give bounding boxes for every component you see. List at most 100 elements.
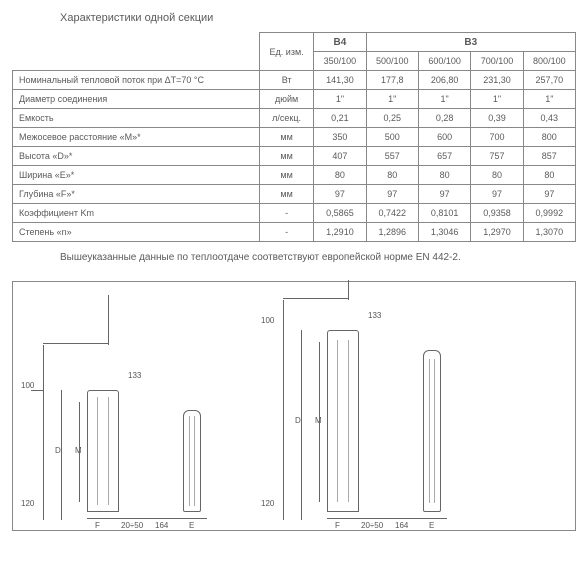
row-value: 80 bbox=[314, 166, 366, 185]
row-value: 206,80 bbox=[418, 71, 470, 90]
row-value: 0,28 bbox=[418, 109, 470, 128]
dim-100: 100 bbox=[21, 381, 34, 390]
dim-120: 120 bbox=[21, 499, 34, 508]
row-value: 231,30 bbox=[471, 71, 523, 90]
row-value: 1" bbox=[314, 90, 366, 109]
row-label: Диаметр соединения bbox=[13, 90, 260, 109]
row-value: 350 bbox=[314, 128, 366, 147]
diagram-panel: 100 133 120 D M F 20÷50 164 E 100 133 12… bbox=[12, 281, 576, 531]
footnote: Вышеуказанные данные по теплоотдаче соот… bbox=[60, 252, 576, 263]
table-row: Высота «D»*мм407557657757857 bbox=[13, 147, 576, 166]
dim-d-r: D bbox=[295, 416, 301, 425]
table-row: Диаметр соединениядюйм1"1"1"1"1" bbox=[13, 90, 576, 109]
row-label: Межосевое расстояние «M»* bbox=[13, 128, 260, 147]
size-header: 600/100 bbox=[418, 52, 470, 71]
row-value: 80 bbox=[523, 166, 575, 185]
model-b4: B4 bbox=[314, 33, 366, 52]
dim-e-r: E bbox=[429, 521, 434, 530]
row-value: 1,3070 bbox=[523, 223, 575, 242]
row-unit: мм bbox=[259, 166, 313, 185]
row-value: 1" bbox=[471, 90, 523, 109]
row-value: 97 bbox=[418, 185, 470, 204]
row-value: 0,21 bbox=[314, 109, 366, 128]
row-value: 1,3046 bbox=[418, 223, 470, 242]
row-unit: л/секц. bbox=[259, 109, 313, 128]
row-label: Коэффициент Km bbox=[13, 204, 260, 223]
row-value: 97 bbox=[471, 185, 523, 204]
row-value: 1" bbox=[418, 90, 470, 109]
dim-f-r: F bbox=[335, 521, 340, 530]
dim-120-r: 120 bbox=[261, 499, 274, 508]
row-label: Высота «D»* bbox=[13, 147, 260, 166]
row-value: 97 bbox=[523, 185, 575, 204]
size-header: 500/100 bbox=[366, 52, 418, 71]
row-value: 1" bbox=[366, 90, 418, 109]
row-value: 1,2910 bbox=[314, 223, 366, 242]
table-row: Межосевое расстояние «M»*мм3505006007008… bbox=[13, 128, 576, 147]
row-value: 177,8 bbox=[366, 71, 418, 90]
radiator-side-tall bbox=[423, 350, 441, 512]
table-row: Емкостьл/секц.0,210,250,280,390,43 bbox=[13, 109, 576, 128]
table-row: Коэффициент Km-0,58650,74220,81010,93580… bbox=[13, 204, 576, 223]
dim-133-r: 133 bbox=[368, 311, 381, 320]
row-value: 97 bbox=[366, 185, 418, 204]
row-value: 0,39 bbox=[471, 109, 523, 128]
dim-gap-r: 20÷50 bbox=[361, 521, 383, 530]
table-row: Степень «n»-1,29101,28961,30461,29701,30… bbox=[13, 223, 576, 242]
row-value: 80 bbox=[471, 166, 523, 185]
model-b3: B3 bbox=[366, 33, 575, 52]
row-value: 1,2896 bbox=[366, 223, 418, 242]
unit-header: Ед. изм. bbox=[259, 33, 313, 71]
row-value: 97 bbox=[314, 185, 366, 204]
row-value: 80 bbox=[366, 166, 418, 185]
row-value: 257,70 bbox=[523, 71, 575, 90]
dim-100-r: 100 bbox=[261, 316, 274, 325]
row-unit: - bbox=[259, 223, 313, 242]
row-value: 0,9992 bbox=[523, 204, 575, 223]
table-row: Номинальный тепловой поток при ΔT=70 °СВ… bbox=[13, 71, 576, 90]
dim-d: D bbox=[55, 446, 61, 455]
row-unit: мм bbox=[259, 147, 313, 166]
row-label: Ширина «E»* bbox=[13, 166, 260, 185]
radiator-side-short bbox=[183, 410, 201, 512]
radiator-front-short bbox=[87, 390, 119, 512]
row-unit: - bbox=[259, 204, 313, 223]
row-value: 0,5865 bbox=[314, 204, 366, 223]
size-header: 700/100 bbox=[471, 52, 523, 71]
row-value: 800 bbox=[523, 128, 575, 147]
row-value: 500 bbox=[366, 128, 418, 147]
dim-f: F bbox=[95, 521, 100, 530]
row-value: 757 bbox=[471, 147, 523, 166]
row-unit: мм bbox=[259, 128, 313, 147]
row-value: 141,30 bbox=[314, 71, 366, 90]
row-value: 407 bbox=[314, 147, 366, 166]
row-value: 700 bbox=[471, 128, 523, 147]
row-label: Степень «n» bbox=[13, 223, 260, 242]
spec-table: Ед. изм. B4 B3 350/100 500/100 600/100 7… bbox=[12, 32, 576, 242]
row-value: 0,7422 bbox=[366, 204, 418, 223]
row-label: Глубина «F»* bbox=[13, 185, 260, 204]
table-row: Ширина «E»*мм8080808080 bbox=[13, 166, 576, 185]
dim-gap: 20÷50 bbox=[121, 521, 143, 530]
section-title: Характеристики одной секции bbox=[60, 12, 576, 24]
row-unit: мм bbox=[259, 185, 313, 204]
size-header: 800/100 bbox=[523, 52, 575, 71]
row-value: 0,43 bbox=[523, 109, 575, 128]
row-value: 0,9358 bbox=[471, 204, 523, 223]
row-value: 557 bbox=[366, 147, 418, 166]
table-row: Глубина «F»*мм9797979797 bbox=[13, 185, 576, 204]
row-label: Номинальный тепловой поток при ΔT=70 °С bbox=[13, 71, 260, 90]
row-value: 857 bbox=[523, 147, 575, 166]
dim-e: E bbox=[189, 521, 194, 530]
radiator-front-tall bbox=[327, 330, 359, 512]
dim-133: 133 bbox=[128, 371, 141, 380]
dim-164: 164 bbox=[155, 521, 168, 530]
row-value: 657 bbox=[418, 147, 470, 166]
row-value: 80 bbox=[418, 166, 470, 185]
size-header: 350/100 bbox=[314, 52, 366, 71]
row-value: 0,25 bbox=[366, 109, 418, 128]
row-value: 600 bbox=[418, 128, 470, 147]
dim-164-r: 164 bbox=[395, 521, 408, 530]
row-unit: дюйм bbox=[259, 90, 313, 109]
row-value: 1" bbox=[523, 90, 575, 109]
